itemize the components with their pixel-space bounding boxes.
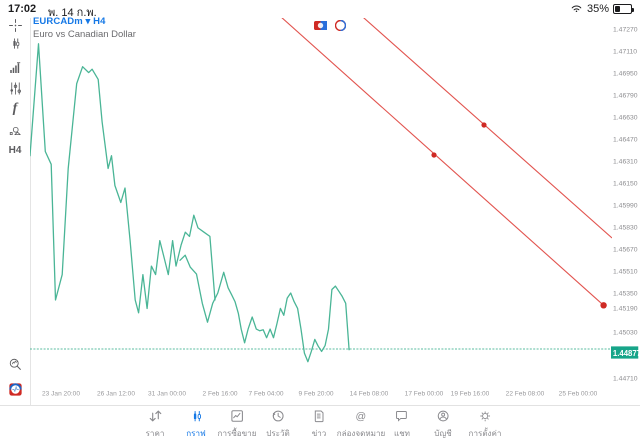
svg-text:@: @ — [355, 411, 366, 423]
